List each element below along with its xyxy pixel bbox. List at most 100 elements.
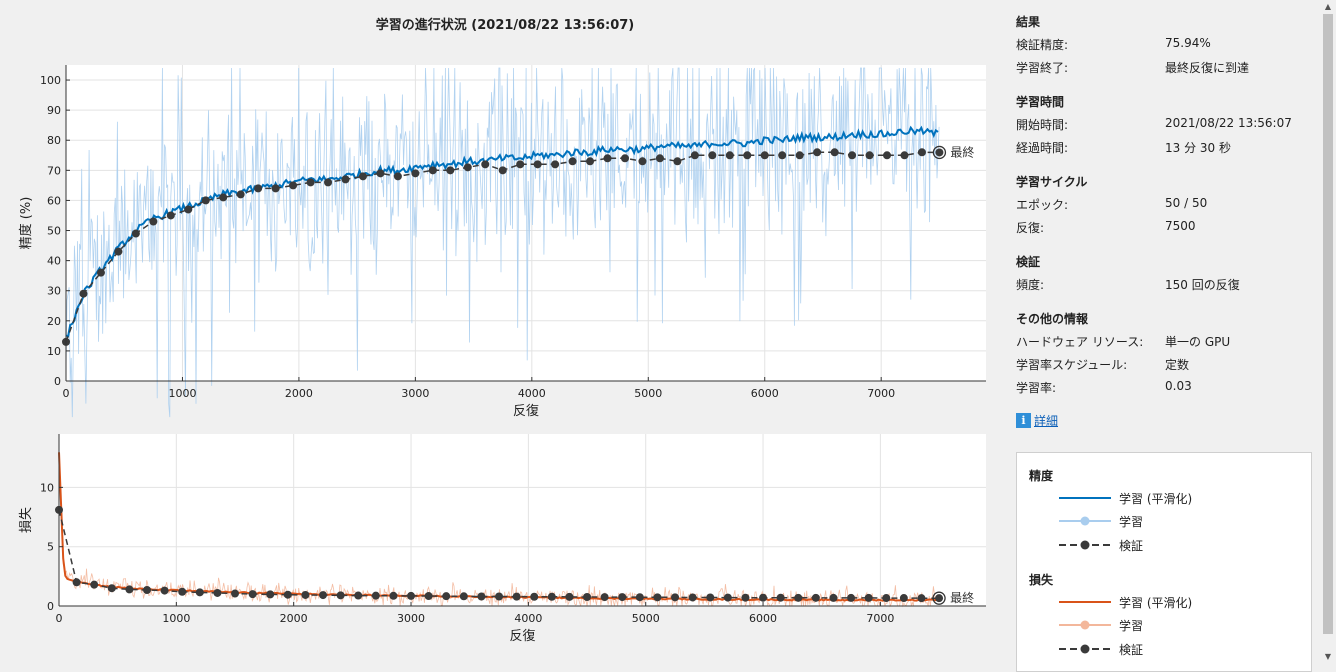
- validation-point: [760, 151, 769, 160]
- validation-point: [813, 148, 822, 157]
- legend-symbol: [1059, 601, 1111, 603]
- validation-point: [90, 580, 99, 589]
- validation-point: [166, 211, 175, 220]
- y-tick-label: 20: [47, 315, 61, 328]
- validation-point: [319, 591, 328, 600]
- validation-point: [671, 593, 680, 602]
- scrollbar-thumb[interactable]: [1323, 14, 1333, 634]
- validation-point: [149, 217, 158, 226]
- training-raw-series: [66, 67, 940, 418]
- section-title: 学習時間: [1016, 95, 1065, 109]
- y-tick-label: 50: [47, 225, 61, 238]
- info-panel: 結果 検証精度: 75.94% 学習終了: 最終反復に到達 学習時間 開始時間: 2021/0…: [1016, 0, 1316, 672]
- validation-point: [459, 592, 468, 601]
- validation-point: [114, 247, 123, 256]
- info-value: 最終反復に到達: [1165, 61, 1250, 75]
- validation-point: [829, 593, 838, 602]
- section-title: 検証: [1016, 255, 1041, 269]
- validation-point: [306, 178, 315, 187]
- info-label: 経過時間:: [1016, 141, 1069, 155]
- validation-point: [565, 592, 574, 601]
- x-tick-label: 2000: [285, 387, 313, 400]
- y-tick-label: 10: [47, 345, 61, 358]
- validation-point: [178, 587, 187, 596]
- validation-point: [324, 178, 333, 187]
- validation-point: [759, 593, 768, 602]
- validation-point: [690, 151, 699, 160]
- validation-point: [708, 151, 717, 160]
- y-axis-label: 損失: [19, 507, 34, 533]
- legend-label: 学習 (平滑化): [1119, 491, 1193, 506]
- validation-point: [424, 592, 433, 601]
- x-tick-label: 0: [63, 387, 70, 400]
- x-tick-label: 1000: [162, 612, 190, 625]
- validation-point: [376, 169, 385, 178]
- validation-point: [900, 151, 909, 160]
- scroll-up-icon[interactable]: ▲: [1324, 2, 1332, 11]
- y-tick-label: 40: [47, 255, 61, 268]
- x-tick-label: 7000: [866, 612, 894, 625]
- info-label: 検証精度:: [1016, 38, 1069, 52]
- legend-label: 検証: [1119, 538, 1144, 553]
- legend-label: 学習 (平滑化): [1119, 595, 1193, 610]
- validation-point: [723, 593, 732, 602]
- y-tick-label: 0: [54, 375, 61, 388]
- validation-point: [811, 593, 820, 602]
- x-axis-label: 反復: [509, 628, 535, 644]
- info-label: 開始時間:: [1016, 118, 1069, 132]
- validation-point: [341, 175, 350, 184]
- validation-point: [848, 151, 857, 160]
- validation-point: [706, 593, 715, 602]
- validation-point: [935, 148, 944, 157]
- legend-symbol: [1059, 497, 1111, 499]
- validation-point: [477, 592, 486, 601]
- x-tick-label: 2000: [280, 612, 308, 625]
- info-label: エポック:: [1016, 198, 1069, 212]
- training-raw-line: [66, 67, 940, 418]
- info-value: 0.03: [1165, 379, 1192, 393]
- vertical-scrollbar[interactable]: ▲ ▼: [1320, 0, 1336, 664]
- validation-point: [865, 151, 874, 160]
- x-tick-label: 6000: [749, 612, 777, 625]
- y-tick-label: 5: [47, 541, 54, 554]
- legend-title: 損失: [1029, 573, 1054, 587]
- accuracy-chart: 最終 0 1000 2000 3000 4000 5000 6000 7000 0 10 20 30 40…: [18, 65, 986, 419]
- validation-point: [883, 151, 892, 160]
- validation-point: [107, 584, 116, 593]
- charts-area: 最終0 1000 2000 3000 4000 5000 6000 7000010203040…: [18, 65, 986, 644]
- validation-point: [533, 160, 542, 169]
- legend-symbol: [1059, 644, 1111, 654]
- validation-point: [301, 590, 310, 599]
- training-smoothed-line: [65, 125, 939, 338]
- validation-line: [58, 509, 940, 599]
- final-label: 最終: [950, 144, 974, 159]
- details-link-label[interactable]: 詳細: [1034, 414, 1059, 428]
- validation-point: [495, 592, 504, 601]
- legend-item: 検証: [1059, 537, 1143, 553]
- validation-point: [795, 151, 804, 160]
- y-tick-label: 10: [40, 481, 54, 494]
- info-value: 13 分 30 秒: [1165, 141, 1231, 155]
- legend-label: 検証: [1119, 642, 1144, 657]
- y-tick-label: 70: [47, 164, 61, 177]
- legend-label: 学習: [1119, 514, 1144, 529]
- final-marker: [932, 591, 946, 605]
- validation-point: [917, 148, 926, 157]
- details-link[interactable]: i 詳細: [1016, 412, 1058, 429]
- info-value: 75.94%: [1165, 36, 1211, 50]
- validation-point: [248, 590, 257, 599]
- section-title: 結果: [1016, 15, 1041, 29]
- validation-point: [160, 586, 169, 595]
- info-label: 反復:: [1016, 221, 1045, 235]
- legend-item: 検証: [1059, 641, 1143, 657]
- scroll-down-icon[interactable]: ▼: [1324, 652, 1332, 661]
- legend-symbol: [1059, 540, 1111, 550]
- validation-point: [219, 193, 228, 202]
- validation-point: [655, 154, 664, 163]
- validation-point: [741, 593, 750, 602]
- validation-point: [725, 151, 734, 160]
- validation-point: [442, 592, 451, 601]
- info-label: 学習率:: [1016, 381, 1057, 395]
- validation-point: [603, 154, 612, 163]
- loss-chart: 最終 0 1000 2000 3000 4000 5000 6000 7000 0 5 10 反復 損失: [19, 434, 986, 644]
